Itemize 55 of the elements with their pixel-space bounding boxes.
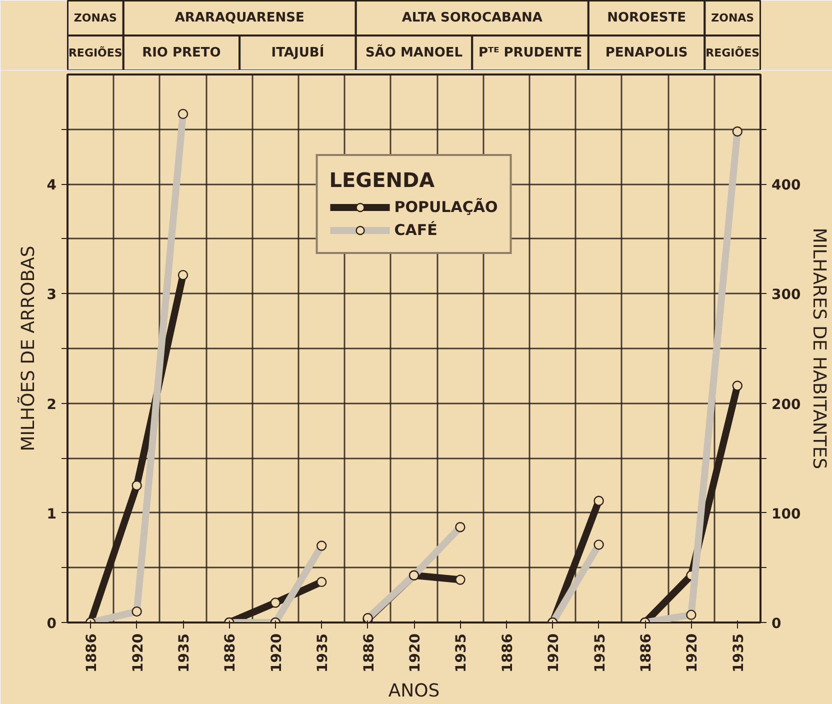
y2-tick-label: 400 — [772, 178, 801, 194]
x-tick-label: 1920 — [130, 633, 146, 672]
x-axis-title: ANOS — [388, 680, 440, 702]
x-tick-label: 1920 — [408, 633, 424, 672]
point — [316, 540, 327, 551]
y2-axis-title: MILHARES DE HABITANTES — [808, 228, 830, 470]
point — [686, 610, 696, 620]
text: ZONAS — [711, 12, 754, 24]
text: ZONAS — [74, 12, 117, 24]
text: REGIÕES — [706, 46, 760, 60]
x-tick-label: 1886 — [84, 633, 100, 672]
y-tick-label: 2 — [46, 396, 57, 413]
x-tick-label: 1920 — [684, 633, 701, 672]
y-axis-title: MILHÕES DE ARROBAS — [16, 246, 39, 452]
x-tick-label: 1935 — [176, 633, 192, 672]
point — [270, 598, 280, 608]
point — [455, 522, 466, 532]
text: REGIÕES — [68, 46, 122, 60]
point — [732, 126, 742, 137]
y2-tick-label: 100 — [772, 506, 801, 522]
text: ALTA SOROCABANA — [402, 10, 542, 26]
y-tick-label: 4 — [46, 178, 57, 194]
text: PENAPOLIS — [605, 46, 688, 60]
x-tick-label: 1886 — [500, 633, 516, 672]
legend-title: LEGENDA — [329, 168, 436, 192]
text: NOROESTE — [607, 10, 686, 26]
x-tick-label: 1935 — [315, 633, 332, 672]
legend-label: POPULAÇÃO — [394, 198, 498, 216]
text: Pᵀᴱ PRUDENTE — [478, 46, 582, 60]
y-tick-label: 0 — [46, 616, 57, 632]
x-tick-label: 1886 — [361, 633, 378, 672]
point — [316, 576, 327, 588]
y2-tick-label: 200 — [772, 396, 801, 413]
point — [732, 380, 742, 391]
x-tick-label: 1935 — [592, 633, 608, 672]
x-tick-label: 1886 — [638, 633, 654, 672]
point — [178, 270, 188, 280]
text: ITAJUBÍ — [271, 44, 324, 60]
text: SÃO MANOEL — [365, 44, 463, 60]
x-tick-label: 1920 — [546, 633, 562, 672]
x-tick-label: 1920 — [268, 633, 285, 672]
x-tick-label: 1935 — [730, 633, 747, 672]
point — [178, 108, 188, 120]
y-tick-label: 3 — [46, 287, 57, 304]
legend-label: CAFÉ — [394, 221, 438, 239]
text: ARARAQUARENSE — [174, 10, 304, 26]
text: RIO PRETO — [142, 46, 221, 60]
x-tick-label: 1886 — [222, 633, 239, 672]
y-tick-label: 1 — [46, 506, 57, 522]
x-tick-label: 1935 — [454, 633, 470, 672]
y2-tick-label: 300 — [772, 287, 801, 304]
y2-tick-label: 0 — [772, 616, 782, 632]
point — [132, 606, 142, 617]
point — [455, 574, 466, 585]
point — [132, 480, 142, 491]
